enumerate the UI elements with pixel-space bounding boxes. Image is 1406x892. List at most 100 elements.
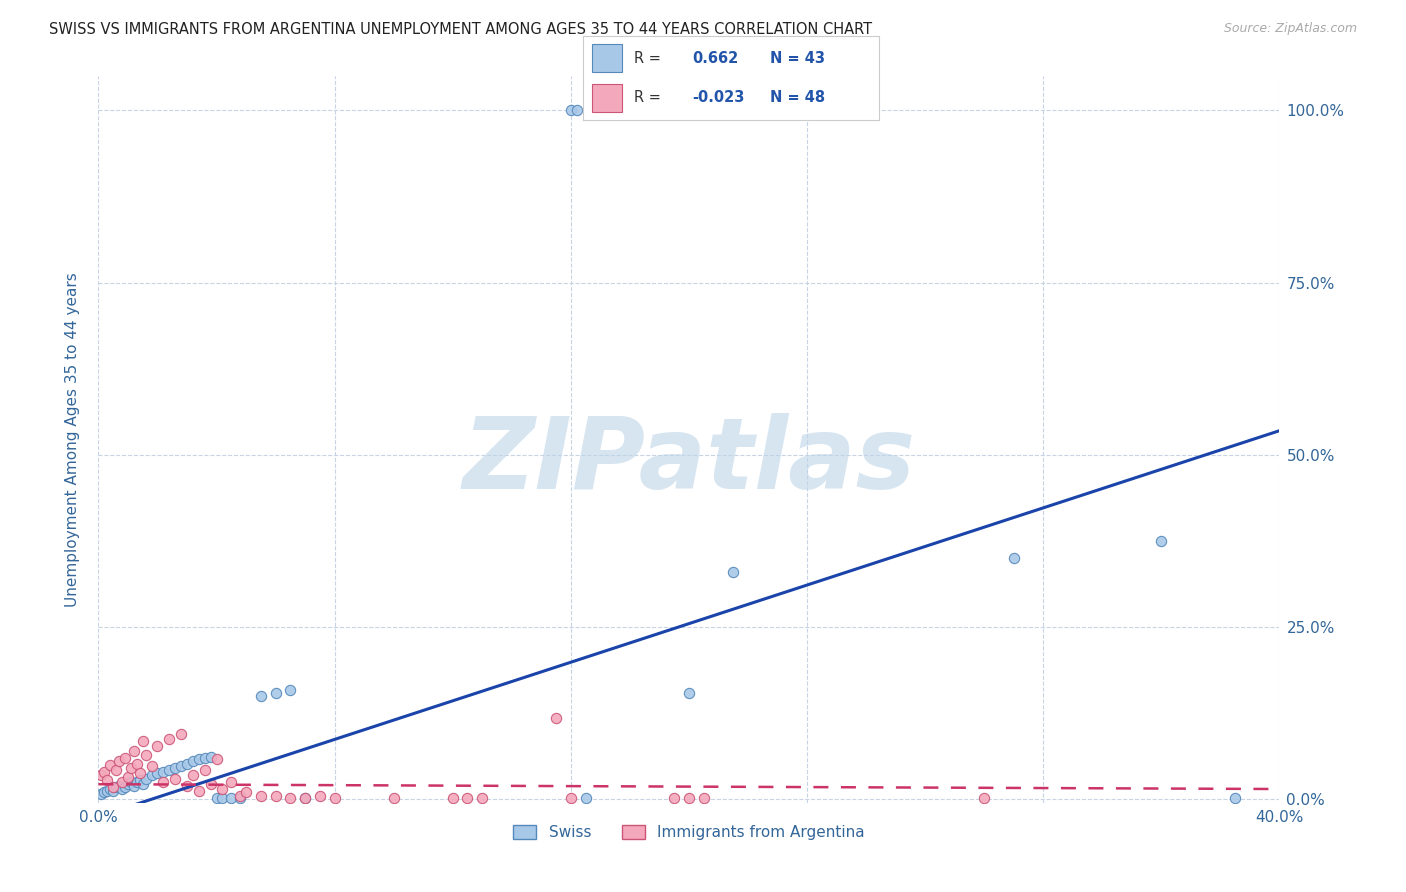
Text: Source: ZipAtlas.com: Source: ZipAtlas.com bbox=[1223, 22, 1357, 36]
Point bbox=[103, 784, 125, 798]
Point bbox=[294, 791, 316, 805]
Point bbox=[723, 565, 745, 579]
Point bbox=[280, 791, 302, 805]
Point bbox=[117, 777, 139, 791]
Point bbox=[264, 685, 287, 699]
Point bbox=[125, 775, 148, 789]
Point bbox=[108, 755, 131, 769]
Point bbox=[132, 733, 155, 747]
Point bbox=[132, 777, 155, 791]
Point bbox=[176, 756, 198, 771]
Point bbox=[128, 766, 150, 780]
Point bbox=[141, 768, 163, 782]
Point bbox=[264, 789, 287, 803]
Point bbox=[664, 791, 686, 805]
Point bbox=[122, 744, 145, 758]
Point bbox=[221, 775, 243, 789]
Point bbox=[152, 764, 174, 779]
Point bbox=[105, 764, 128, 778]
Text: -0.023: -0.023 bbox=[693, 90, 745, 105]
Point bbox=[181, 755, 204, 769]
Point bbox=[120, 775, 142, 789]
Point bbox=[1225, 791, 1247, 805]
Point bbox=[1150, 533, 1173, 548]
Point bbox=[1002, 551, 1025, 566]
Point bbox=[120, 761, 142, 775]
Point bbox=[229, 791, 252, 805]
Bar bbox=[592, 44, 621, 72]
Point bbox=[98, 782, 121, 797]
Text: R =: R = bbox=[634, 51, 665, 66]
Point bbox=[280, 683, 302, 698]
Point bbox=[973, 791, 995, 805]
Point bbox=[200, 749, 222, 764]
Point bbox=[200, 777, 222, 791]
Point bbox=[382, 791, 405, 805]
Point bbox=[122, 779, 145, 793]
Text: 0.662: 0.662 bbox=[693, 51, 740, 66]
Text: N = 48: N = 48 bbox=[769, 90, 825, 105]
Point bbox=[187, 784, 209, 798]
Point bbox=[221, 791, 243, 805]
Point bbox=[105, 780, 128, 794]
Point bbox=[125, 756, 148, 771]
Point bbox=[575, 791, 598, 805]
Point bbox=[546, 711, 568, 725]
Point bbox=[565, 103, 588, 118]
Point bbox=[165, 772, 187, 786]
Legend: Swiss, Immigrants from Argentina: Swiss, Immigrants from Argentina bbox=[508, 819, 870, 846]
Point bbox=[146, 739, 169, 753]
Point bbox=[114, 751, 136, 765]
Point bbox=[170, 759, 193, 773]
Point bbox=[108, 779, 131, 793]
Bar bbox=[592, 84, 621, 112]
Point bbox=[96, 773, 118, 788]
Point bbox=[693, 791, 716, 805]
Point bbox=[90, 768, 112, 782]
Point bbox=[98, 758, 121, 772]
Text: N = 43: N = 43 bbox=[769, 51, 824, 66]
Point bbox=[194, 764, 217, 778]
Point bbox=[678, 685, 700, 699]
Text: SWISS VS IMMIGRANTS FROM ARGENTINA UNEMPLOYMENT AMONG AGES 35 TO 44 YEARS CORREL: SWISS VS IMMIGRANTS FROM ARGENTINA UNEMP… bbox=[49, 22, 872, 37]
Point bbox=[323, 791, 346, 805]
Point bbox=[96, 784, 118, 798]
Point bbox=[309, 789, 332, 803]
Point bbox=[229, 789, 252, 803]
Point bbox=[560, 791, 582, 805]
Point bbox=[194, 751, 217, 765]
Point bbox=[157, 764, 180, 778]
Point bbox=[441, 791, 464, 805]
Point bbox=[90, 787, 112, 801]
Point bbox=[176, 779, 198, 793]
Point bbox=[111, 775, 134, 789]
Point bbox=[211, 782, 233, 797]
Point bbox=[114, 780, 136, 794]
Point bbox=[157, 731, 180, 746]
Y-axis label: Unemployment Among Ages 35 to 44 years: Unemployment Among Ages 35 to 44 years bbox=[65, 272, 80, 607]
Point bbox=[135, 747, 157, 762]
Point bbox=[128, 773, 150, 788]
Point bbox=[678, 791, 700, 805]
Point bbox=[146, 766, 169, 780]
Point bbox=[250, 689, 273, 703]
Point bbox=[294, 791, 316, 805]
Point bbox=[560, 103, 582, 118]
Point bbox=[103, 780, 125, 794]
Point bbox=[165, 761, 187, 775]
Point bbox=[141, 759, 163, 773]
Point bbox=[205, 752, 228, 766]
Point bbox=[93, 764, 115, 779]
Point bbox=[471, 791, 494, 805]
Point bbox=[170, 727, 193, 741]
Point bbox=[152, 775, 174, 789]
Point bbox=[117, 770, 139, 784]
Point bbox=[250, 789, 273, 803]
Point bbox=[235, 785, 257, 799]
Point bbox=[135, 772, 157, 786]
Point bbox=[93, 785, 115, 799]
Point bbox=[205, 791, 228, 805]
Point bbox=[211, 791, 233, 805]
Point bbox=[187, 752, 209, 766]
Point bbox=[457, 791, 479, 805]
